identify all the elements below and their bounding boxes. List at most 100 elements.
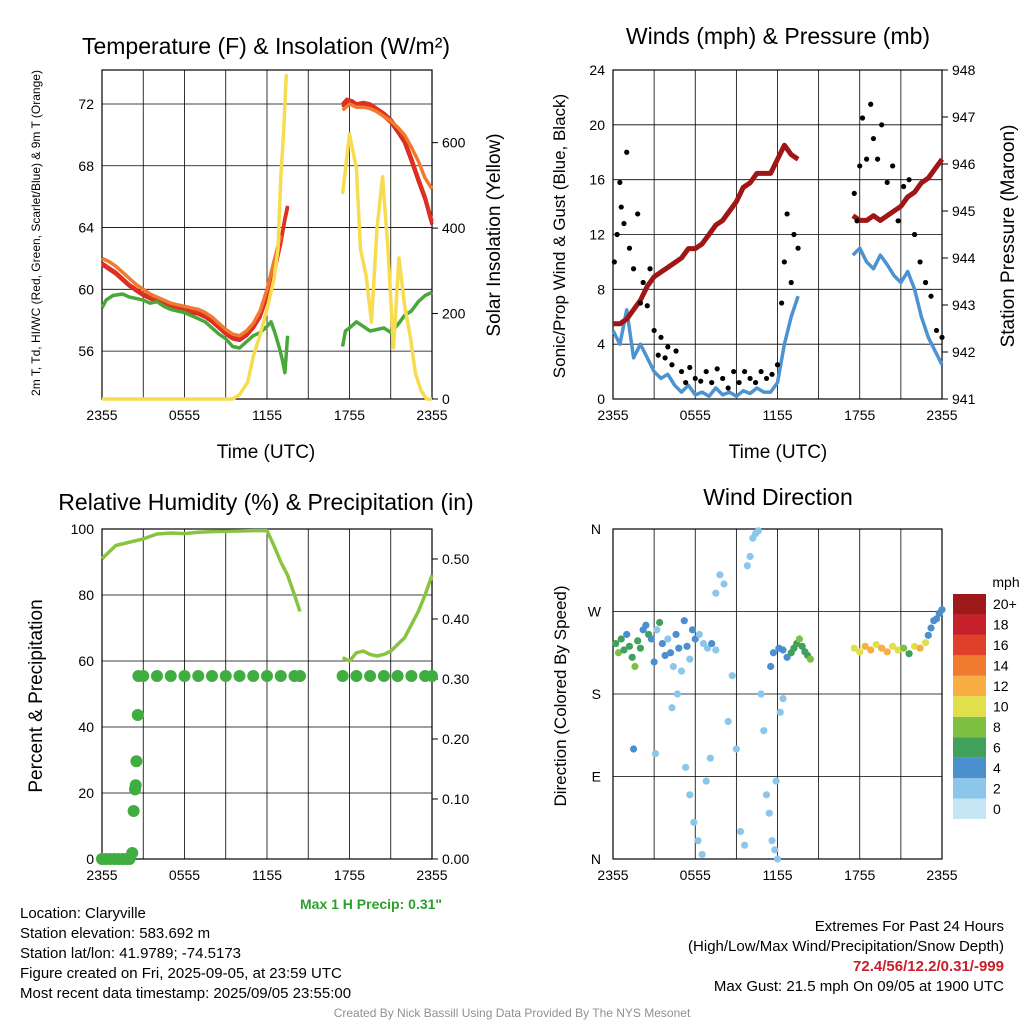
series-rh <box>341 574 434 663</box>
x-tick-label: 2355 <box>86 867 117 883</box>
gust-point <box>658 334 664 340</box>
gust-point <box>933 327 940 334</box>
direction-point <box>932 615 941 623</box>
direction-point <box>642 621 650 629</box>
direction-point <box>779 646 787 654</box>
direction-point <box>651 749 660 758</box>
x-tick-label: 1155 <box>252 407 282 423</box>
colorbar-label: 18 <box>993 617 1009 633</box>
gust-point <box>784 211 790 217</box>
precip-point <box>178 670 191 682</box>
series-9m-t <box>341 102 434 190</box>
direction-point <box>668 704 676 712</box>
gust-point <box>678 368 685 375</box>
y2-tick-label: 0.30 <box>442 671 469 687</box>
gust-point <box>859 115 866 121</box>
direction-point <box>620 646 628 654</box>
gust-point <box>906 177 912 183</box>
x-tick-label: 1155 <box>762 867 792 883</box>
y-tick-label: 80 <box>78 587 94 603</box>
y2-tick-label: 0.10 <box>442 791 469 807</box>
direction-point <box>783 653 791 661</box>
y2-tick-label: 0.50 <box>442 551 469 567</box>
x-tick-label: 1155 <box>762 407 792 423</box>
wdir-title: Wind Direction <box>703 484 853 510</box>
credit-text: Created By Nick Bassill Using Data Provi… <box>333 1006 691 1020</box>
direction-point <box>650 658 658 666</box>
y-tick-label: 12 <box>589 227 605 243</box>
gust-point <box>662 355 668 361</box>
direction-point <box>806 655 815 663</box>
direction-point <box>656 618 664 627</box>
y-tick-label: 60 <box>78 653 94 669</box>
gust-point <box>665 344 671 350</box>
direction-point <box>686 791 694 799</box>
elevation-text: Station elevation: 583.692 m <box>20 925 211 942</box>
y-tick-label: N <box>591 521 601 537</box>
direction-point <box>669 662 677 671</box>
precip-point <box>164 670 177 682</box>
direction-point <box>795 635 804 643</box>
y2-tick-label: 0.20 <box>442 731 469 747</box>
direction-point <box>702 777 710 785</box>
precip-point <box>350 670 363 682</box>
rh-precip-plot: 0 20 40 60 80 100 0.00 0.10 0.20 0.30 0.40 0.50 2355… <box>71 521 470 883</box>
precip-point <box>405 670 418 682</box>
direction-point <box>680 617 688 625</box>
direction-point <box>612 639 620 648</box>
direction-point <box>636 644 645 652</box>
direction-point <box>698 850 706 859</box>
precip-point <box>364 670 377 682</box>
temp-ylabel: 2m T, Td, HI/WC (Red, Green, Scarlet/Blu… <box>29 70 43 396</box>
y2-tick-label: 944 <box>952 250 976 266</box>
rh-ylabel: Percent & Precipitation <box>26 599 47 792</box>
gust-point <box>939 334 945 340</box>
gust-point <box>895 218 901 224</box>
direction-point <box>767 662 775 671</box>
winds-xlabel: Time (UTC) <box>729 442 828 463</box>
gust-point <box>922 279 929 286</box>
colorbar-title: mph <box>992 574 1019 590</box>
y2-tick-label: 0.40 <box>442 611 469 627</box>
precip-point <box>261 670 273 682</box>
y2-tick-label: 0.00 <box>442 851 469 867</box>
precip-point <box>126 847 139 859</box>
gust-point <box>763 375 770 382</box>
y-tick-label: 16 <box>589 172 605 188</box>
direction-point <box>658 639 666 648</box>
gust-point <box>614 231 620 238</box>
max-gust-text: Max Gust: 21.5 mph On 09/05 at 1900 UTC <box>713 978 1004 995</box>
direction-point <box>690 818 698 826</box>
precip-point <box>206 670 218 682</box>
x-tick-label: 2355 <box>597 867 628 883</box>
direction-point <box>686 655 694 663</box>
series-rh <box>100 528 302 613</box>
series-2m-td <box>340 290 433 347</box>
colorbar-label: 12 <box>993 678 1009 694</box>
gust-point <box>669 362 675 368</box>
direction-point <box>867 646 875 654</box>
precip-point <box>127 805 140 817</box>
gust-point <box>621 220 627 227</box>
gust-point <box>779 300 785 306</box>
gust-point <box>752 379 759 386</box>
colorbar-swatch <box>953 594 986 615</box>
gust-point <box>630 266 637 272</box>
latlon-text: Station lat/lon: 41.9789; -74.5173 <box>20 945 242 962</box>
y2-tick-label: 200 <box>442 306 466 322</box>
series-2m-td <box>100 292 290 375</box>
direction-point <box>768 837 776 845</box>
direction-point <box>664 635 672 643</box>
direction-point <box>666 649 675 657</box>
x-tick-label: 1755 <box>334 407 365 423</box>
precip-point <box>247 670 260 682</box>
direction-point <box>724 717 732 726</box>
direction-point <box>699 639 708 648</box>
gust-point <box>769 371 775 377</box>
colorbar-label: 2 <box>993 780 1001 796</box>
gust-point <box>725 385 731 391</box>
direction-point <box>776 708 784 716</box>
y-tick-label: E <box>592 769 601 785</box>
gust-point <box>795 245 801 251</box>
